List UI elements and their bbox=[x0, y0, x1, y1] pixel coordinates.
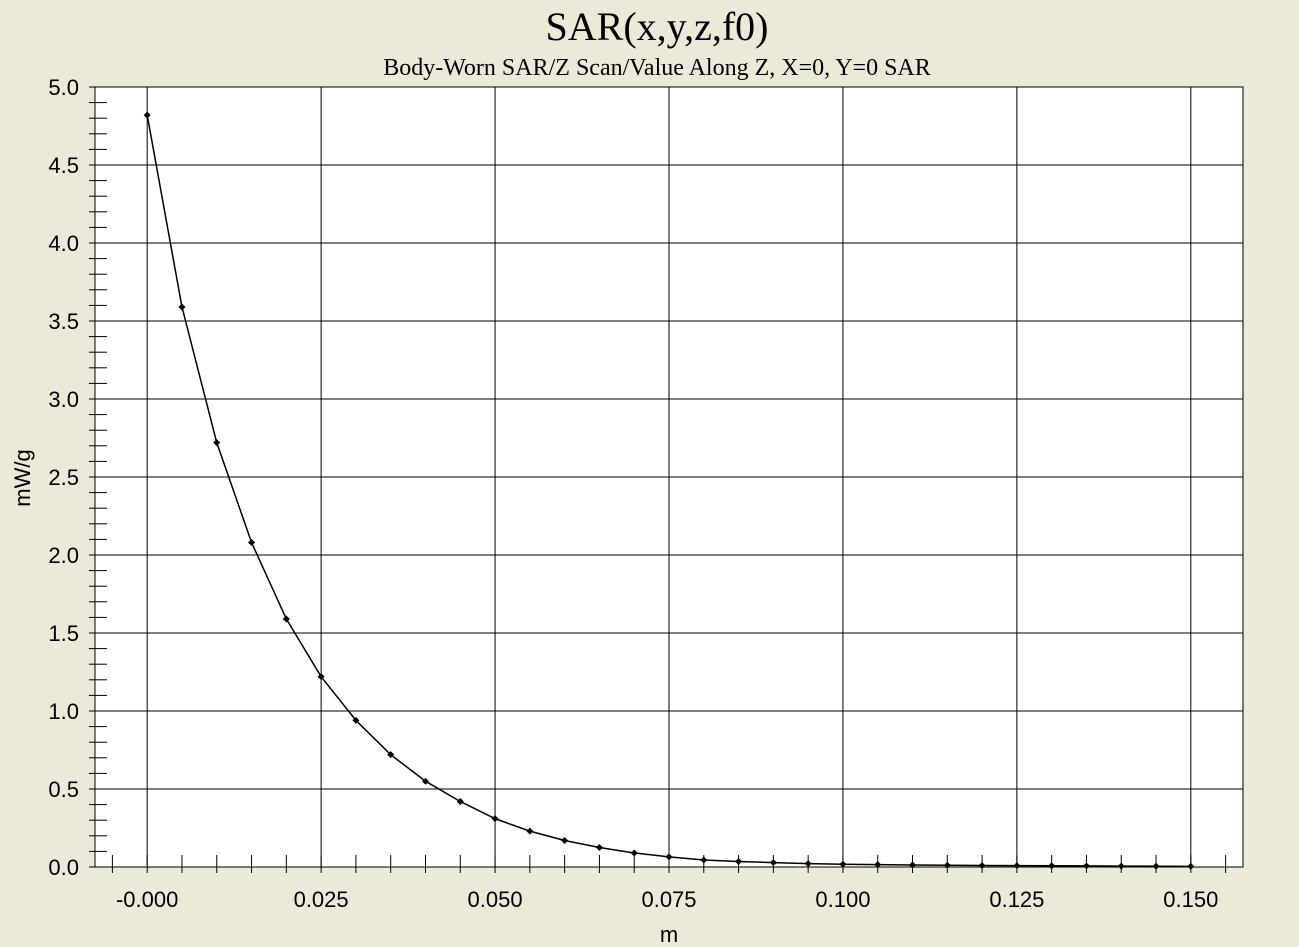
x-axis-tick-labels: -0.000 0.025 0.050 0.075 0.100 0.125 0.150 bbox=[116, 887, 1218, 912]
data-point bbox=[561, 836, 569, 844]
data-point bbox=[178, 303, 186, 311]
data-point bbox=[700, 856, 708, 864]
data-point bbox=[491, 815, 499, 823]
data-point bbox=[943, 861, 951, 869]
chart-title: SAR(x,y,z,f0) bbox=[546, 4, 769, 49]
data-point bbox=[421, 777, 429, 785]
data-point bbox=[839, 860, 847, 868]
x-tick-label: -0.000 bbox=[116, 887, 178, 912]
y-tick-label: 3.5 bbox=[48, 309, 79, 334]
y-tick-label: 3.0 bbox=[48, 387, 79, 412]
y-tick-label: 5.0 bbox=[48, 75, 79, 100]
data-point bbox=[665, 853, 673, 861]
data-point bbox=[978, 861, 986, 869]
x-axis-label: m bbox=[660, 922, 678, 947]
data-point bbox=[1082, 862, 1090, 870]
data-point bbox=[352, 716, 360, 724]
data-point bbox=[317, 673, 325, 681]
x-tick-label: 0.075 bbox=[641, 887, 696, 912]
x-tick-label: 0.050 bbox=[468, 887, 523, 912]
data-point bbox=[909, 861, 917, 869]
data-point bbox=[213, 439, 221, 447]
y-tick-label: 4.0 bbox=[48, 231, 79, 256]
y-tick-label: 0.5 bbox=[48, 777, 79, 802]
minor-ticks bbox=[89, 86, 1227, 873]
chart-subtitle: Body-Worn SAR/Z Scan/Value Along Z, X=0,… bbox=[383, 55, 931, 81]
data-point bbox=[248, 539, 256, 547]
data-point bbox=[387, 751, 395, 759]
x-tick-label: 0.125 bbox=[989, 887, 1044, 912]
x-tick-label: 0.100 bbox=[815, 887, 870, 912]
x-tick-label: 0.025 bbox=[294, 887, 349, 912]
data-point bbox=[595, 844, 603, 851]
data-point bbox=[630, 849, 638, 857]
y-tick-label: 1.5 bbox=[48, 621, 79, 646]
y-axis-label: mW/g bbox=[10, 449, 35, 506]
y-tick-label: 4.5 bbox=[48, 153, 79, 178]
data-point bbox=[874, 861, 882, 869]
y-tick-label: 0.0 bbox=[48, 855, 79, 880]
y-tick-label: 2.0 bbox=[48, 543, 79, 568]
y-tick-label: 1.0 bbox=[48, 699, 79, 724]
data-point bbox=[1013, 862, 1021, 870]
data-point bbox=[804, 860, 812, 868]
data-point bbox=[1152, 862, 1160, 870]
data-point bbox=[282, 615, 290, 623]
data-point bbox=[526, 827, 534, 835]
data-point bbox=[735, 858, 743, 866]
data-point bbox=[769, 859, 777, 867]
data-point bbox=[1187, 862, 1195, 870]
series-layer bbox=[143, 111, 1195, 870]
y-tick-label: 2.5 bbox=[48, 465, 79, 490]
data-point bbox=[1117, 862, 1125, 870]
data-point bbox=[143, 111, 151, 119]
data-point bbox=[1048, 862, 1056, 870]
data-point bbox=[456, 797, 464, 805]
x-tick-label: 0.150 bbox=[1163, 887, 1218, 912]
y-axis-tick-labels: 0.0 0.5 1.0 1.5 2.0 2.5 3.0 3.5 4.0 4.5 5.0 bbox=[48, 75, 79, 880]
